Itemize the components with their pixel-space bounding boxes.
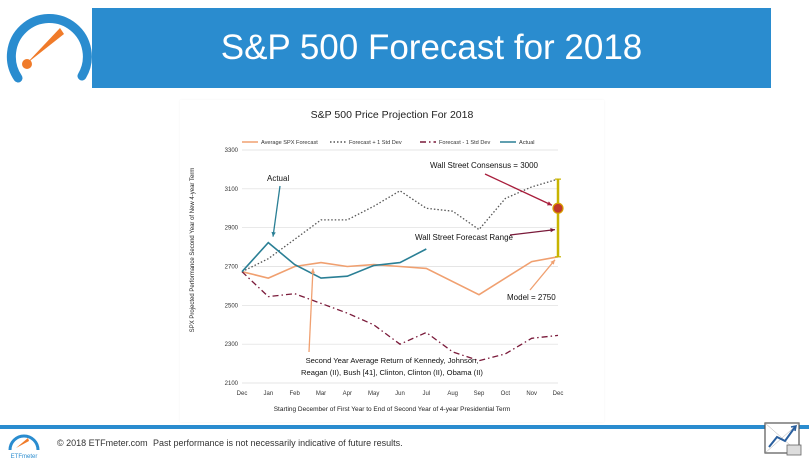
arrow-actual-head xyxy=(271,231,276,237)
chart-title: S&P 500 Price Projection For 2018 xyxy=(311,109,474,121)
x-tick-label: Jan xyxy=(263,391,273,397)
arrow-model xyxy=(529,259,556,291)
x-tick-label: Sep xyxy=(474,391,485,397)
x-tick-label: Aug xyxy=(447,391,458,397)
arrow-model-head xyxy=(550,259,555,265)
y-axis-label: SPX Projected Performance Second Year of… xyxy=(190,168,196,333)
footer-logo-text: ETFmeter xyxy=(11,454,38,460)
x-tick-label: Dec xyxy=(553,391,564,397)
footer-rule xyxy=(0,425,809,429)
y-tick-label: 3100 xyxy=(225,187,239,193)
chart-panel: S&P 500 Price Projection For 2018 Averag… xyxy=(180,100,604,422)
x-tick-label: Jun xyxy=(395,391,405,397)
y-tick-label: 2700 xyxy=(225,265,239,271)
footer-disclaimer: Past performance is not necessarily indi… xyxy=(153,438,403,448)
y-tick-label: 2100 xyxy=(225,381,239,387)
annotation-actual: Actual xyxy=(267,174,289,183)
arrow-actual xyxy=(272,185,281,237)
chart-annotations: Actual Wall Street Consensus = 3000 Wall S… xyxy=(267,161,556,377)
price-projection-chart: S&P 500 Price Projection For 2018 Averag… xyxy=(190,109,564,413)
arrow-average xyxy=(308,268,314,353)
speedometer-logo-icon xyxy=(6,14,92,83)
arrow-range-head xyxy=(550,227,555,233)
x-tick-label: Mar xyxy=(316,391,326,397)
x-axis-label: Starting December of First Year to End o… xyxy=(274,406,511,413)
etfmeter-logo-icon: ETFmeter xyxy=(8,434,40,460)
x-axis-ticks: Dec Jan Feb Mar Apr May Jun Jul Aug Sep Oct Nov Dec xyxy=(237,391,564,397)
y-tick-label: 2900 xyxy=(225,226,239,232)
annotation-average-line1: Second Year Average Return of Kennedy, J… xyxy=(306,356,479,365)
chart-series xyxy=(241,178,559,362)
y-tick-label: 2300 xyxy=(225,342,239,348)
annotation-range: Wall Street Forecast Range xyxy=(415,233,514,242)
footer-copyright: © 2018 ETFmeter.com xyxy=(57,438,148,448)
x-tick-label: Jul xyxy=(422,391,430,397)
legend-entry: Actual xyxy=(519,140,535,146)
legend-entry: Forecast + 1 Std Dev xyxy=(349,140,402,146)
annotation-model: Model = 2750 xyxy=(507,293,556,302)
annotation-consensus: Wall Street Consensus = 3000 xyxy=(430,161,539,170)
arrow-consensus-head xyxy=(547,201,552,206)
chart-legend: Average SPX Forecast Forecast + 1 Std Dev… xyxy=(242,140,535,146)
slide-title: S&P 500 Forecast for 2018 xyxy=(220,28,643,67)
annotation-average-line2: Reagan (II), Bush [41], Clinton, Clinton… xyxy=(301,368,483,377)
arrow-average-head xyxy=(310,268,315,274)
x-tick-label: Nov xyxy=(526,391,537,397)
chart-markers xyxy=(552,178,564,258)
y-tick-label: 2500 xyxy=(225,303,239,309)
arrow-consensus xyxy=(484,173,553,206)
series-line xyxy=(241,178,559,273)
legend-entry: Forecast - 1 Std Dev xyxy=(439,140,490,146)
x-tick-label: May xyxy=(368,391,379,397)
x-tick-label: Oct xyxy=(501,391,511,397)
series-line xyxy=(241,256,559,296)
consensus-marker xyxy=(552,202,564,214)
arrow-range xyxy=(509,228,556,236)
header-band xyxy=(92,8,771,88)
y-axis-ticks: 2100 2300 2500 2700 2900 3100 3300 xyxy=(225,148,239,387)
x-tick-label: Feb xyxy=(289,391,300,397)
chart-analysis-icon xyxy=(764,422,802,456)
x-tick-label: Dec xyxy=(237,391,248,397)
x-tick-label: Apr xyxy=(343,391,352,397)
legend-entry: Average SPX Forecast xyxy=(261,140,318,146)
series-line xyxy=(241,271,559,362)
series-line xyxy=(241,241,427,279)
y-tick-label: 3300 xyxy=(225,148,239,154)
